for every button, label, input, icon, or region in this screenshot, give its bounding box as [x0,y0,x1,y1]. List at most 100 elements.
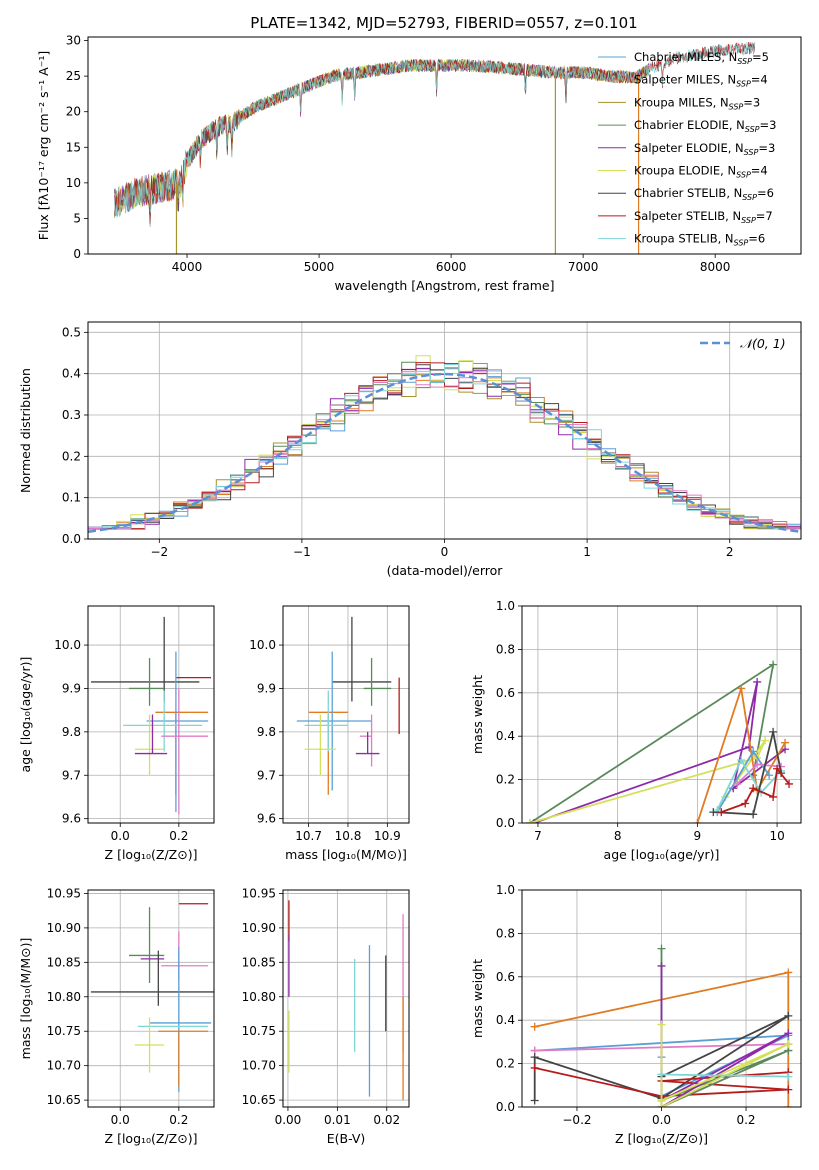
x-tick-label: 1 [583,545,591,559]
y-tick-label: 9.9 [257,681,276,695]
residual-histogram [88,369,801,530]
y-tick-label: 0.4 [496,729,515,743]
y-tick-label: 25 [66,69,81,83]
mass-weight-marker [781,738,790,747]
axes-frame [282,889,410,1108]
y-tick-label: 10.65 [47,1093,81,1107]
y-tick-label: 9.8 [62,725,81,739]
y-tick-label: 9.6 [62,812,81,826]
y-tick-label: 10.90 [242,921,276,935]
legend-label: Chabrier STELIB, NSSP=6 [634,186,774,202]
y-tick-label: 10 [66,176,81,190]
mass-weight-marker [733,779,742,788]
x-tick-label: 4000 [172,260,203,274]
legend-label: Salpeter MILES, NSSP=4 [634,73,768,89]
y-tick-label: 9.7 [62,768,81,782]
y-tick-label: 20 [66,105,81,119]
mass-weight-marker [657,944,666,953]
y-tick-label: 10.85 [47,955,81,969]
panel-mass-weight-vs-Z: −0.2 0.0 0.2 0.0 0.2 0.4 0.6 0.8 1.0 Z [log₁₀(Z/Z… [470,883,802,1146]
mass-weight-marker [737,684,746,693]
y-axis-label: mass weight [470,959,485,1038]
mass-weight-marker [741,799,750,808]
mass-weight-marker [717,808,726,817]
x-axis-label: E(B-V) [327,1131,366,1146]
mass-weight-line [716,758,782,811]
mass-weight-marker [784,1040,793,1049]
y-tick-label: 0.4 [496,1013,515,1027]
x-tick-label: 0.01 [324,1113,351,1127]
mass-weight-marker [785,779,794,788]
legend-label: Salpeter STELIB, NSSP=7 [634,209,773,225]
axes-frame [521,605,802,824]
mass-weight-marker [657,1070,666,1079]
mass-weight-marker [693,819,702,823]
x-tick-label: 8000 [700,260,731,274]
y-tick-label: 0.6 [496,686,515,700]
legend-label: Salpeter ELODIE, NSSP=3 [634,141,775,157]
spectrum-line [114,58,650,217]
panels: 4000 5000 6000 7000 8000051015202530waveleng… [18,34,802,1146]
y-axis-label: Normed distribution [18,368,33,493]
mass-weight-marker [784,968,793,977]
x-axis-label: Z [log₁₀(Z/Z⊙)] [105,1131,198,1146]
y-tick-label: 0.2 [496,773,515,787]
spectrum-line [114,59,650,217]
y-tick-label: 10.0 [54,638,81,652]
x-tick-label: 0.2 [169,829,188,843]
x-tick-label: 10.8 [335,829,362,843]
panel-mass-vs-Z: 0.0 0.2 10.65 10.70 10.75 10.80 10.85 10.90 10.9… [18,886,215,1146]
plot-area [296,616,400,795]
y-tick-label: 10.90 [47,921,81,935]
x-axis-label: Z [log₁₀(Z/Z⊙)] [105,847,198,862]
mass-weight-marker [530,1022,539,1031]
panel-mass-weight-vs-age: 7 8 9 10 0.0 0.2 0.4 0.6 0.8 1.0 age [log₁₀(age/yr… [470,599,802,862]
y-tick-label: 0.3 [62,408,81,422]
normal-curve [88,372,801,534]
y-tick-label: 0.0 [496,816,515,830]
x-tick-label: 2 [726,545,734,559]
y-tick-label: 10.75 [242,1024,276,1038]
mass-weight-marker [769,660,778,669]
mass-weight-marker [769,792,778,801]
x-tick-label: 9 [694,829,702,843]
y-axis-label: Flux [fλ10⁻¹⁷ erg cm⁻² s⁻¹ A⁻¹] [36,51,51,240]
x-tick-label: 0.0 [111,829,130,843]
panel-residuals: −2 −1 0 1 2 0.0 0.1 0.2 0.3 0.4 0.5 (data-model)/er… [18,321,802,578]
y-tick-label: 10.70 [242,1059,276,1073]
x-tick-label: 0.02 [373,1113,400,1127]
legend-label: Chabrier ELODIE, NSSP=3 [634,118,776,134]
mass-weight-line [720,766,790,813]
x-tick-label: 7 [534,829,542,843]
y-tick-label: 9.8 [257,725,276,739]
mass-weight-marker [769,727,778,736]
spectrum-line [114,58,650,227]
mass-weight-marker [773,764,782,773]
mass-weight-marker [753,760,762,769]
y-tick-label: 0.6 [496,970,515,984]
legend-label: Kroupa ELODIE, NSSP=4 [634,164,768,180]
figure-title: PLATE=1342, MJD=52793, FIBERID=0557, z=0… [250,14,637,32]
y-tick-label: 30 [66,34,81,48]
axes-frame [521,889,802,1108]
y-tick-label: 0.2 [62,449,81,463]
y-tick-label: 0.0 [62,532,81,546]
mass-weight-marker [529,819,538,823]
mass-weight-marker [530,1053,539,1062]
mass-weight-line [529,739,766,823]
panel-age-vs-mass: 10.7 10.8 10.9 9.6 9.7 9.8 9.9 10.0 mass [log₁₀(… [249,605,410,862]
mass-weight-marker [530,1063,539,1072]
x-tick-label: −0.2 [562,1113,591,1127]
y-tick-label: 10.70 [47,1059,81,1073]
y-tick-label: 0.2 [496,1057,515,1071]
plot-area [530,944,793,1107]
x-axis-label: Z [log₁₀(Z/Z⊙)] [615,1131,708,1146]
mass-weight-marker [749,784,758,793]
x-axis-label: age [log₁₀(age/yr)] [604,847,720,862]
y-tick-label: 0.8 [496,642,515,656]
mass-weight-marker [784,1085,793,1094]
mass-weight-marker [737,756,746,765]
y-tick-label: 1.0 [496,599,515,613]
x-axis-label: wavelength [Angstrom, rest frame] [334,278,554,293]
mass-weight-marker [784,1011,793,1020]
